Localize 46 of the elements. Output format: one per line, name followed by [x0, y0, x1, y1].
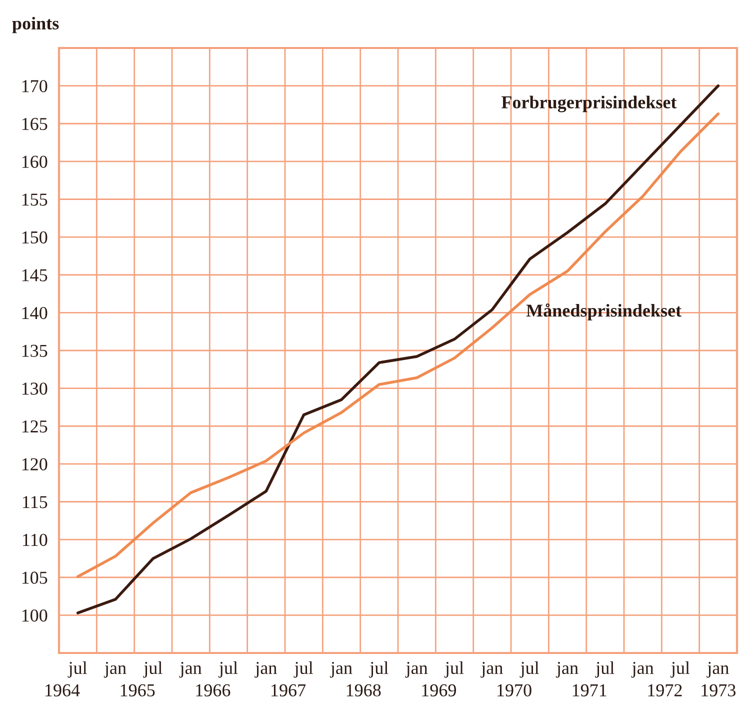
x-tick-label: jul — [444, 661, 464, 678]
y-tick-label: 135 — [22, 344, 48, 357]
x-tick-label: jan — [330, 662, 352, 678]
text: 1972 — [648, 684, 682, 696]
y-tick-label: 120 — [22, 458, 48, 470]
x-tick-label: jan — [179, 662, 202, 678]
text: 1968 — [346, 684, 381, 696]
x-tick-label: jan — [480, 662, 503, 678]
text: 1964 — [46, 684, 80, 696]
y-tick-label: 170 — [22, 80, 48, 92]
y-tick-label: 100 — [22, 609, 48, 622]
x-tick-label: jul — [520, 661, 540, 678]
y-tick-label: 110 — [23, 534, 48, 546]
text: 1967 — [272, 684, 306, 696]
text: 1973 — [702, 684, 736, 696]
text: 1971 — [572, 684, 606, 696]
text: 1969 — [422, 684, 456, 696]
y-tick-label: 130 — [22, 382, 48, 395]
y-tick-label: 150 — [22, 231, 48, 244]
text: 1966 — [196, 684, 230, 696]
y-tick-label: 145 — [22, 269, 48, 282]
y-tick-label: 140 — [22, 306, 48, 320]
series-label: Forbrugerprisindekset — [502, 96, 677, 112]
x-tick-label: jul — [595, 661, 614, 678]
x-tick-label: jan — [706, 662, 729, 678]
x-tick-label: jan — [254, 662, 277, 678]
x-tick-label: jan — [556, 662, 578, 678]
y-tick-label: 165 — [22, 118, 48, 130]
x-tick-label: jul — [369, 661, 388, 678]
text: 1965 — [120, 684, 155, 696]
y-tick-label: 115 — [23, 496, 48, 508]
x-tick-label: jul — [143, 661, 162, 678]
x-tick-label: jul — [294, 661, 314, 678]
y-tick-label: 105 — [22, 572, 48, 584]
y-tick-label: 160 — [22, 156, 48, 168]
series-label: Månedsprisindekset — [526, 303, 682, 320]
x-tick-label: jul — [218, 661, 238, 678]
x-tick-label: jan — [104, 662, 126, 678]
x-tick-label: jan — [405, 662, 428, 678]
text: 1970 — [498, 684, 532, 696]
x-tick-label: jul — [670, 661, 690, 678]
y-tick-label: 155 — [22, 194, 48, 206]
y-axis-title: points — [12, 16, 59, 34]
x-tick-label: jan — [631, 662, 654, 678]
y-tick-label: 125 — [22, 420, 48, 433]
x-tick-label: jul — [68, 661, 88, 678]
